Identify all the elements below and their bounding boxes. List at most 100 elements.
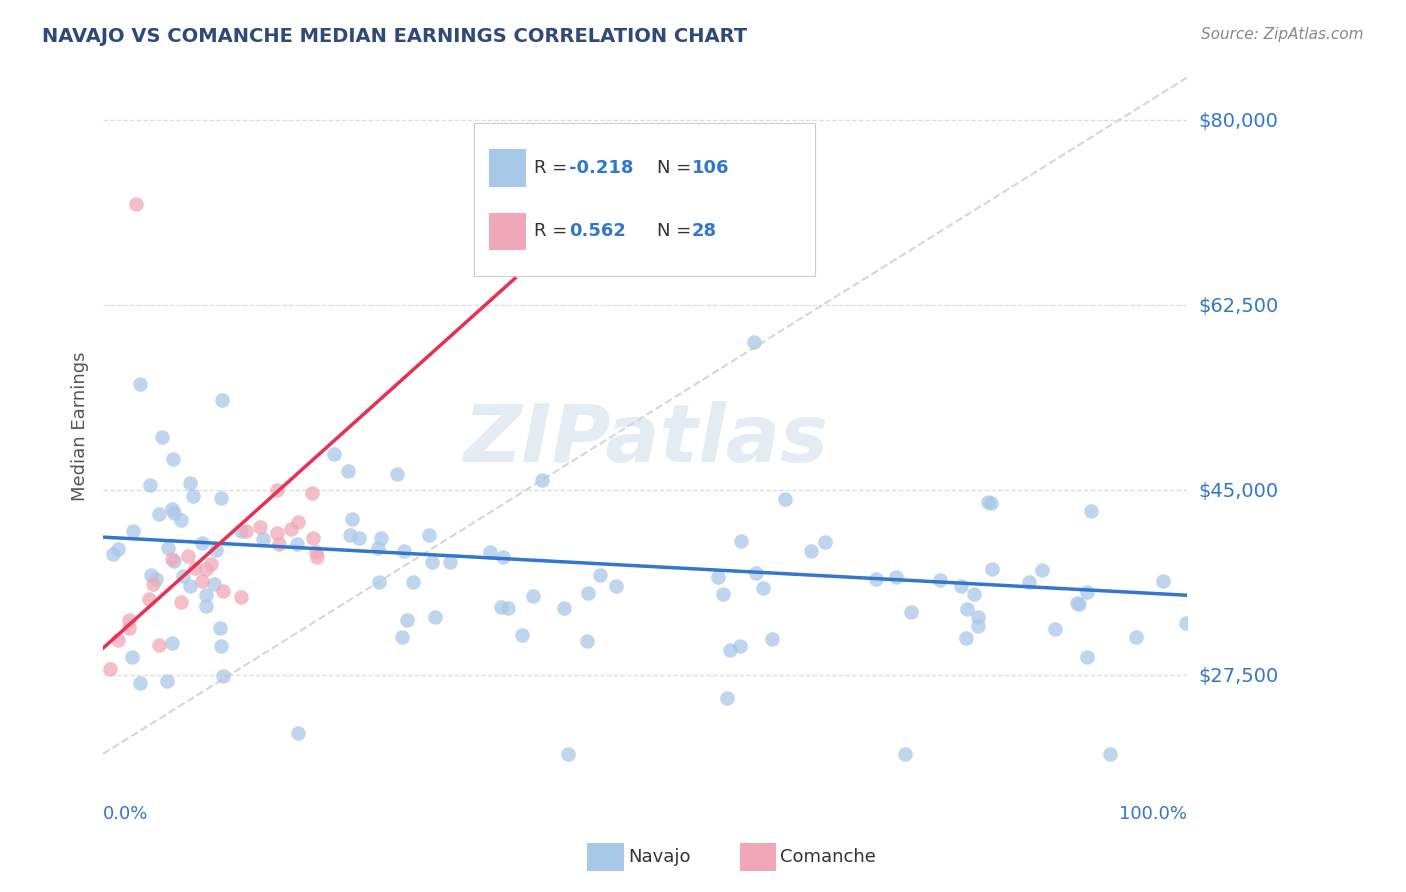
Point: [162, 552, 184, 566]
Point: [162, 452, 184, 467]
Point: [395, 613, 418, 627]
Point: [950, 579, 973, 593]
Point: [156, 541, 179, 555]
Point: [977, 494, 1000, 508]
Point: [347, 532, 370, 546]
Text: 100.0%: 100.0%: [1119, 805, 1187, 823]
Point: [156, 674, 179, 689]
Text: 0.0%: 0.0%: [103, 805, 149, 823]
Point: [205, 542, 228, 557]
Text: Source: ZipAtlas.com: Source: ZipAtlas.com: [1201, 27, 1364, 42]
Point: [553, 601, 575, 615]
Text: R =: R =: [534, 159, 574, 177]
Point: [287, 515, 309, 529]
Point: [1080, 504, 1102, 518]
Point: [392, 544, 415, 558]
Point: [107, 542, 129, 557]
Point: [280, 522, 302, 536]
Point: [285, 537, 308, 551]
Point: [195, 599, 218, 613]
Point: [605, 579, 627, 593]
Text: R =: R =: [534, 222, 574, 241]
Point: [139, 568, 162, 582]
Point: [172, 569, 194, 583]
Point: [1031, 563, 1053, 577]
Point: [886, 570, 908, 584]
Point: [200, 557, 222, 571]
Point: [489, 599, 512, 614]
Point: [492, 549, 515, 564]
Point: [707, 569, 730, 583]
Point: [530, 473, 553, 487]
Point: [148, 638, 170, 652]
Point: [773, 492, 796, 507]
Point: [211, 393, 233, 408]
Point: [962, 587, 984, 601]
Point: [1018, 575, 1040, 590]
Point: [211, 584, 233, 599]
Point: [578, 586, 600, 600]
Text: ZIPatlas: ZIPatlas: [463, 401, 828, 479]
Point: [184, 561, 207, 575]
Point: [967, 609, 990, 624]
Point: [439, 555, 461, 569]
Text: Navajo: Navajo: [628, 848, 690, 866]
Point: [370, 531, 392, 545]
Point: [1174, 616, 1197, 631]
Point: [980, 495, 1002, 509]
Point: [138, 591, 160, 606]
Point: [391, 630, 413, 644]
Text: Comanche: Comanche: [780, 848, 876, 866]
Point: [761, 632, 783, 647]
Point: [337, 464, 360, 478]
Point: [367, 575, 389, 590]
Point: [478, 544, 501, 558]
Point: [1076, 650, 1098, 665]
Point: [1066, 596, 1088, 610]
Point: [955, 631, 977, 645]
Point: [956, 601, 979, 615]
Point: [142, 577, 165, 591]
Point: [966, 619, 988, 633]
Text: -0.218: -0.218: [569, 159, 634, 177]
Point: [101, 548, 124, 562]
Point: [231, 524, 253, 538]
Point: [340, 512, 363, 526]
Point: [1098, 747, 1121, 761]
Point: [1125, 630, 1147, 644]
Text: N =: N =: [657, 222, 696, 241]
Point: [900, 605, 922, 619]
Point: [118, 613, 141, 627]
Point: [150, 430, 173, 444]
Point: [402, 575, 425, 590]
Point: [191, 536, 214, 550]
Point: [418, 528, 440, 542]
Point: [235, 524, 257, 538]
Point: [718, 643, 741, 657]
Text: 28: 28: [692, 222, 717, 241]
Point: [302, 531, 325, 545]
Point: [145, 572, 167, 586]
Point: [301, 486, 323, 500]
Point: [1152, 574, 1174, 588]
Text: NAVAJO VS COMANCHE MEDIAN EARNINGS CORRELATION CHART: NAVAJO VS COMANCHE MEDIAN EARNINGS CORRE…: [42, 27, 748, 45]
Point: [121, 649, 143, 664]
Point: [209, 491, 232, 506]
Point: [728, 639, 751, 653]
Point: [745, 566, 768, 580]
Point: [496, 600, 519, 615]
Point: [118, 621, 141, 635]
Point: [1043, 623, 1066, 637]
Point: [98, 662, 121, 676]
Point: [163, 553, 186, 567]
Point: [138, 478, 160, 492]
Point: [129, 376, 152, 391]
Point: [800, 544, 823, 558]
Point: [181, 489, 204, 503]
Point: [204, 577, 226, 591]
Point: [129, 676, 152, 690]
Point: [170, 595, 193, 609]
Point: [249, 520, 271, 534]
Point: [269, 537, 291, 551]
Point: [1067, 597, 1090, 611]
